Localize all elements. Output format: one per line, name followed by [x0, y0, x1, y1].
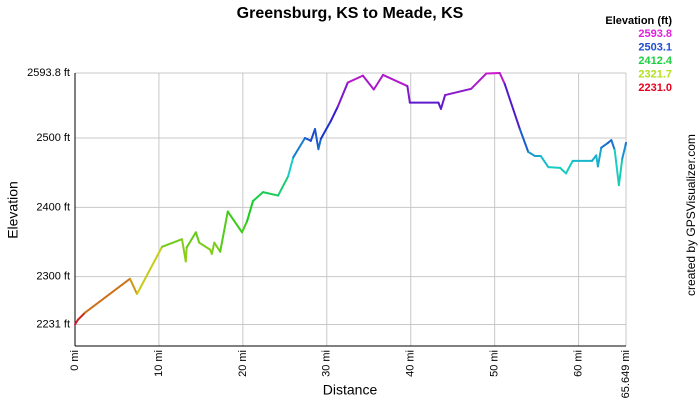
x-tick-label: 60 mi [572, 350, 584, 377]
y-tick-label: 2231 ft [36, 318, 70, 330]
x-tick-label: 20 mi [237, 350, 249, 377]
x-tick-label: 40 mi [405, 350, 417, 377]
elevation-segment [277, 175, 290, 197]
x-tick-label: 10 mi [153, 350, 165, 377]
elevation-segment [372, 73, 385, 91]
elevation-segment [184, 246, 188, 263]
elevation-segment [621, 143, 627, 160]
elevation-segment [439, 94, 447, 110]
elevation-segment [136, 245, 164, 296]
elevation-segment [406, 85, 411, 104]
elevation-segment [329, 105, 339, 122]
legend-entry: 2412.4 [638, 55, 673, 67]
elevation-segment [292, 137, 306, 159]
elevation-segment [600, 141, 609, 149]
elevation-segment [210, 241, 216, 255]
elevation-segment [287, 156, 295, 178]
elevation-segment [185, 231, 197, 249]
x-tick-label: 0 mi [69, 350, 81, 371]
elevation-segment [317, 137, 322, 151]
legend-entry: 2231.0 [638, 82, 672, 94]
y-tick-label: 2300 ft [36, 271, 70, 283]
elevation-segment [361, 74, 375, 91]
elevation-segment [226, 210, 244, 234]
y-axis-label: Elevation [5, 181, 21, 239]
elevation-segment [613, 148, 620, 187]
elevation-segment [161, 238, 184, 248]
elevation-segment [564, 159, 574, 175]
elevation-segment [246, 200, 254, 223]
legend-entry: 2593.8 [638, 28, 672, 40]
elevation-segment [498, 72, 506, 85]
y-tick-label: 2593.8 ft [27, 67, 70, 79]
elevation-segment [241, 220, 249, 234]
elevation-segment [470, 72, 488, 90]
elevation-segment [503, 82, 521, 131]
elevation-segment [219, 210, 229, 253]
elevation-segment [485, 72, 501, 75]
y-tick-label: 2400 ft [36, 201, 70, 213]
elevation-segment [319, 119, 332, 140]
elevation-segment [610, 139, 616, 151]
elevation-segment [251, 191, 265, 203]
elevation-segment [527, 150, 536, 158]
elevation-segment [314, 128, 320, 151]
elevation-segment [336, 81, 349, 108]
elevation-segment [382, 73, 409, 88]
legend-entry: 2321.7 [638, 68, 672, 80]
credit: created by GPSVisualizer.com [684, 134, 698, 296]
y-tick-label: 2500 ft [36, 132, 70, 144]
legend-entry: 2503.1 [638, 41, 672, 53]
elevation-segment [559, 166, 567, 175]
elevation-segment [539, 155, 550, 169]
elevation-segment [194, 231, 201, 244]
elevation-segment [346, 74, 364, 84]
elevation-segment [83, 277, 131, 314]
elevation-segment [77, 311, 86, 321]
elevation-segment [596, 146, 603, 168]
elevation-segment [262, 191, 280, 197]
elevation-segment [303, 137, 312, 142]
legend-title: Elevation (ft) [605, 15, 672, 27]
elevation-segment [444, 87, 473, 97]
elevation-segment [213, 241, 222, 253]
elevation-segment [518, 128, 530, 153]
elevation-segment [547, 166, 562, 169]
x-tick-label: 50 mi [489, 350, 501, 377]
elevation-segment [617, 157, 624, 187]
chart-title: Greensburg, KS to Meade, KS [237, 5, 464, 22]
x-tick-label: 65.649 mi [620, 350, 632, 398]
x-tick-label: 30 mi [321, 350, 333, 377]
x-axis-label: Distance [323, 382, 378, 398]
elevation-segment [128, 277, 139, 296]
elevation-segment [198, 241, 212, 251]
elevation-segment [309, 128, 317, 142]
